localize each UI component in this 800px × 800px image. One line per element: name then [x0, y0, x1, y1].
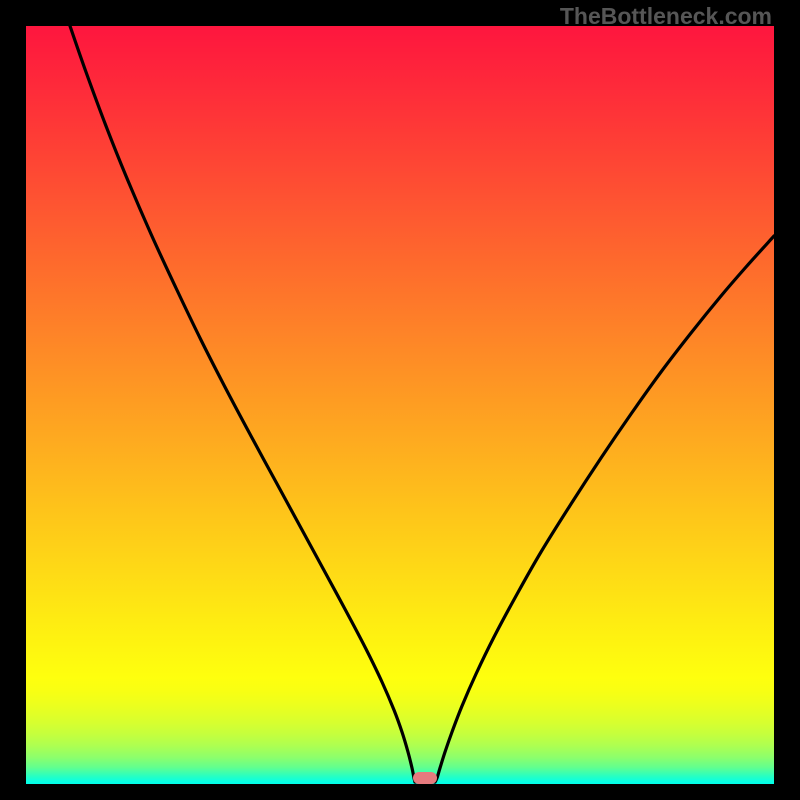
- bottleneck-curve: [26, 26, 774, 784]
- plot-area: [26, 26, 774, 784]
- bottleneck-marker: [413, 772, 437, 784]
- watermark-text: TheBottleneck.com: [560, 3, 772, 30]
